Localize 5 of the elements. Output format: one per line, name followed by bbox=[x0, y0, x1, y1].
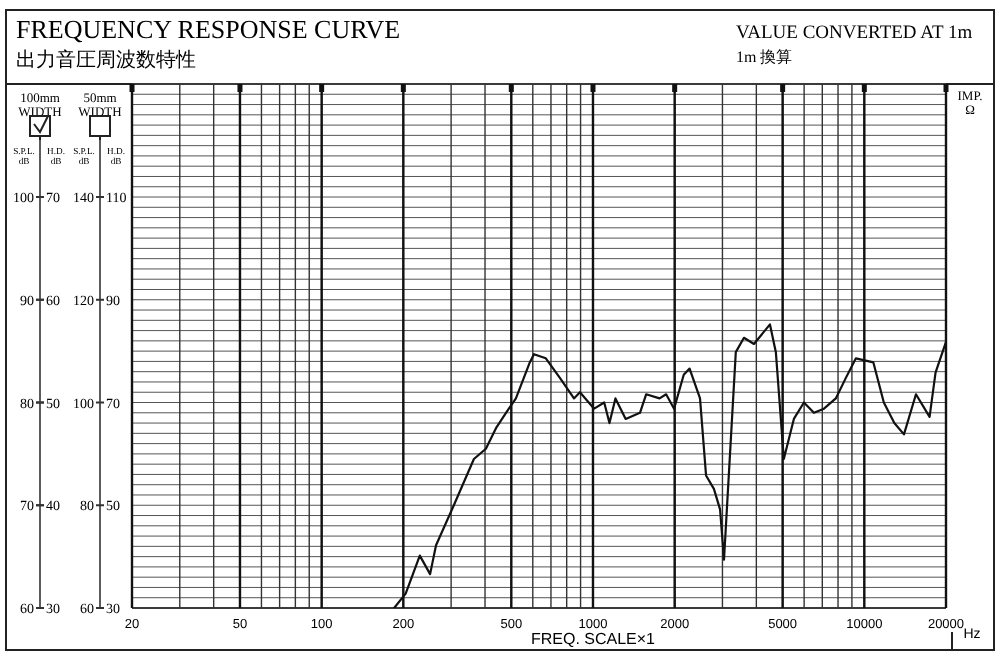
chart-title: FREQUENCY RESPONSE CURVE bbox=[16, 14, 401, 44]
text: 1m 換算 bbox=[736, 48, 793, 66]
text: VALUE CONVERTED AT 1m bbox=[736, 24, 974, 44]
chart-subtitle: 出力音圧周波数特性 bbox=[16, 48, 196, 72]
x-axis-title: FREQ. SCALE×1 bbox=[530, 630, 657, 648]
